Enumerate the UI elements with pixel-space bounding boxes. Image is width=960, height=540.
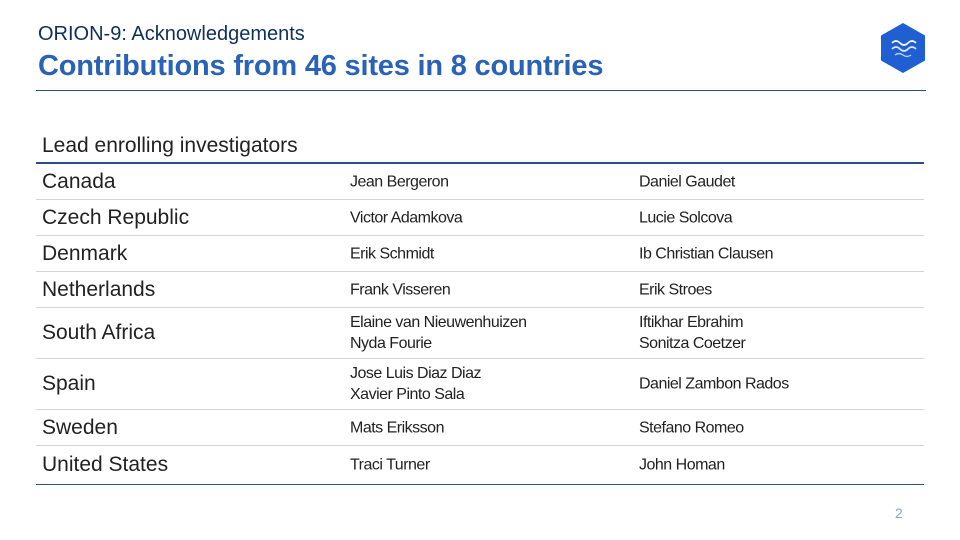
table-row: Czech Republic Victor Adamkova Lucie Sol… xyxy=(36,200,924,236)
table-row: Canada Jean Bergeron Daniel Gaudet xyxy=(36,164,924,200)
country-label: Spain xyxy=(42,372,96,395)
investigator-name: Victor Adamkova xyxy=(350,209,463,226)
investigator-name: Nyda Fourie xyxy=(350,335,432,352)
country-label: United States xyxy=(42,453,169,476)
table-row: United States Traci Turner John Homan xyxy=(36,446,924,485)
table-row: Denmark Erik Schmidt Ib Christian Clause… xyxy=(36,236,924,272)
table-row: Spain Jose Luis Diaz Diaz Xavier Pinto S… xyxy=(36,359,924,410)
country-label: Czech Republic xyxy=(42,205,190,229)
brand-hexagon-icon xyxy=(881,23,925,73)
title-divider xyxy=(36,90,926,91)
investigator-name: John Homan xyxy=(639,456,725,474)
table-row: Sweden Mats Eriksson Stefano Romeo xyxy=(36,410,924,446)
investigator-name: Ib Christian Clausen xyxy=(639,245,774,262)
table-row: Netherlands Frank Visseren Erik Stroes xyxy=(36,272,924,308)
investigator-name: Mats Eriksson xyxy=(350,419,444,436)
investigator-name: Xavier Pinto Sala xyxy=(350,386,465,403)
investigator-name: Jean Bergeron xyxy=(350,173,449,190)
investigator-names: Jose Luis Diaz Diaz Xavier Pinto Sala xyxy=(350,363,482,405)
investigator-name: Erik Schmidt xyxy=(350,245,434,262)
investigators-table: Canada Jean Bergeron Daniel Gaudet Czech… xyxy=(36,162,924,485)
investigator-name: Stefano Romeo xyxy=(639,419,744,436)
investigator-name: Iftikhar Ebrahim xyxy=(639,314,744,331)
investigator-name: Jose Luis Diaz Diaz xyxy=(350,365,482,382)
investigator-names: Iftikhar Ebrahim Sonitza Coetzer xyxy=(639,312,746,354)
country-label: Sweden xyxy=(42,415,118,439)
section-heading: Lead enrolling investigators xyxy=(42,134,298,157)
investigator-name: Daniel Zambon Rados xyxy=(639,375,789,393)
slide-subtitle: ORION-9: Acknowledgements xyxy=(38,23,305,45)
investigator-name: Erik Stroes xyxy=(639,281,712,298)
investigator-name: Sonitza Coetzer xyxy=(639,335,746,352)
country-label: Canada xyxy=(42,169,116,193)
investigator-name: Daniel Gaudet xyxy=(639,173,735,190)
table-row: South Africa Elaine van Nieuwenhuizen Ny… xyxy=(36,308,924,359)
country-label: South Africa xyxy=(42,321,156,344)
country-label: Denmark xyxy=(42,241,128,265)
page-number: 2 xyxy=(895,505,903,521)
investigator-names: Elaine van Nieuwenhuizen Nyda Fourie xyxy=(350,312,527,354)
investigator-name: Traci Turner xyxy=(350,456,430,474)
investigator-name: Frank Visseren xyxy=(350,281,451,298)
country-label: Netherlands xyxy=(42,277,156,301)
slide-title: Contributions from 46 sites in 8 countri… xyxy=(38,50,604,82)
investigator-name: Lucie Solcova xyxy=(639,209,733,226)
investigator-name: Elaine van Nieuwenhuizen xyxy=(350,314,527,331)
